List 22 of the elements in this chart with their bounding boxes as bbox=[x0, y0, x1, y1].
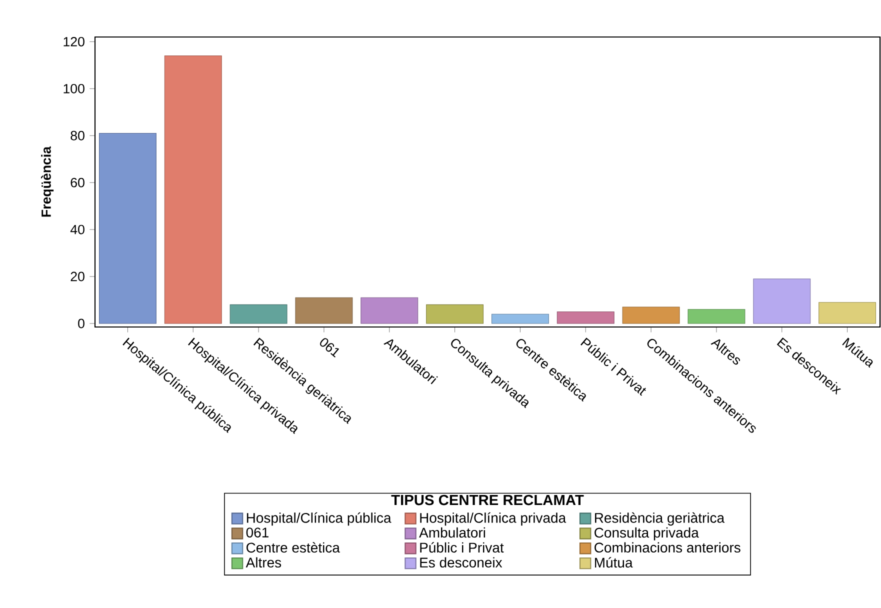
legend-title: TIPUS CENTRE RECLAMAT bbox=[391, 494, 584, 506]
y-tick-label: 60 bbox=[70, 178, 84, 188]
legend-label: Centre estètica bbox=[246, 542, 340, 553]
legend-label: Altres bbox=[246, 557, 282, 568]
legend-label: Hospital/Clínica privada bbox=[420, 512, 566, 526]
y-tick-label: 40 bbox=[70, 224, 84, 234]
y-tick-label: 80 bbox=[70, 130, 84, 140]
legend-label: Ambulatori bbox=[419, 527, 486, 538]
legend-label: Públic i Privat bbox=[420, 542, 504, 553]
legend-label: Es desconeix bbox=[420, 557, 502, 568]
y-tick-label: 120 bbox=[64, 36, 84, 46]
y-tick-label: 100 bbox=[64, 84, 84, 94]
legend-label: 061 bbox=[246, 528, 268, 538]
y-tick-label: 0 bbox=[78, 318, 84, 328]
legend-label: Residència geriàtrica bbox=[595, 512, 725, 526]
legend-label: Mútua bbox=[595, 557, 633, 568]
legend-label: Consulta privada bbox=[594, 527, 699, 540]
y-tick-label: 20 bbox=[70, 272, 84, 282]
legend-label: Combinacions anteriors bbox=[594, 542, 740, 553]
y-axis-title: Freqüència bbox=[41, 146, 54, 217]
legend-label: Hospital/Clínica pública bbox=[246, 512, 392, 526]
x-tick-label: 061 bbox=[320, 338, 340, 358]
